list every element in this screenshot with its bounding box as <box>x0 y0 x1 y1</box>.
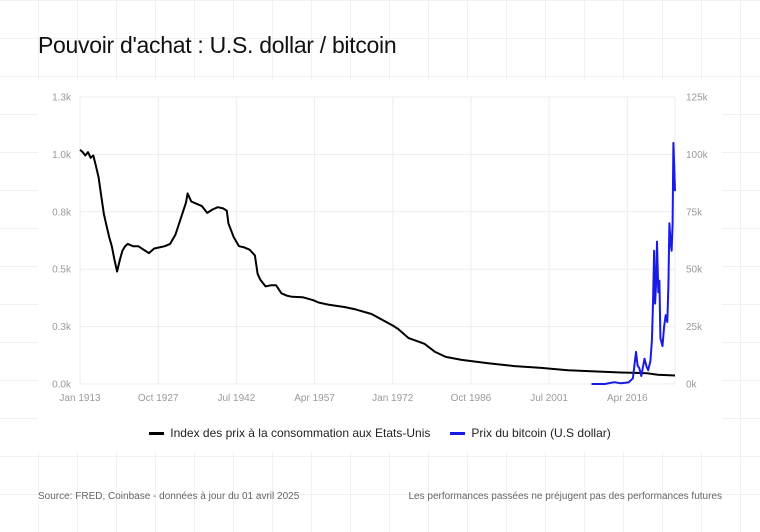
legend-label-cpi: Index des prix à la consommation aux Eta… <box>170 426 431 440</box>
y-left-tick-label: 0.5k <box>52 265 72 276</box>
y-left-tick-label: 1.0k <box>52 150 72 161</box>
x-tick-label: Jul 1942 <box>217 393 255 404</box>
x-tick-label: Apr 1957 <box>294 393 335 404</box>
series-line-cpi <box>79 149 676 377</box>
y-left-tick-label: 0.3k <box>52 322 72 333</box>
chart-title: Pouvoir d'achat : U.S. dollar / bitcoin <box>38 32 397 58</box>
y-right-tick-label: 0k <box>686 380 698 391</box>
y-right-tick-label: 100k <box>686 150 709 161</box>
y-right-tick-label: 25k <box>686 322 703 333</box>
y-right-tick-label: 50k <box>686 265 703 276</box>
x-tick-label: Jan 1972 <box>372 393 414 404</box>
legend-label-bitcoin: Prix du bitcoin (U.S dollar) <box>471 426 611 440</box>
legend-swatch-cpi <box>149 431 165 435</box>
y-left-tick-label: 1.3k <box>52 93 72 104</box>
source-note: Source: FRED, Coinbase - données à jour … <box>38 491 300 502</box>
y-left-tick-label: 0.8k <box>52 207 72 218</box>
y-left-tick-label: 0.0k <box>52 380 72 391</box>
x-tick-label: Jul 2001 <box>530 393 568 404</box>
legend: Index des prix à la consommation aux Eta… <box>0 426 760 440</box>
legend-item-cpi[interactable]: Index des prix à la consommation aux Eta… <box>149 426 430 440</box>
disclaimer: Les performances passées ne préjugent pa… <box>408 491 722 502</box>
chart-panel <box>38 80 722 452</box>
x-tick-label: Jan 1913 <box>59 393 101 404</box>
legend-swatch-bitcoin <box>450 431 466 435</box>
x-tick-label: Oct 1927 <box>138 393 179 404</box>
x-tick-label: Oct 1986 <box>451 393 492 404</box>
y-right-tick-label: 75k <box>686 207 703 218</box>
y-right-tick-label: 125k <box>686 93 709 104</box>
legend-item-bitcoin[interactable]: Prix du bitcoin (U.S dollar) <box>450 426 611 440</box>
series-line-bitcoin <box>591 141 676 385</box>
x-tick-label: Apr 2016 <box>607 393 648 404</box>
